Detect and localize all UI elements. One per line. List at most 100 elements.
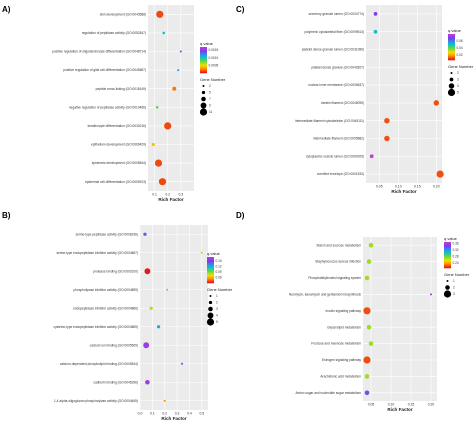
qvalue-gradient-segment	[448, 34, 455, 37]
data-point	[436, 170, 444, 178]
size-legend-label: 2	[216, 301, 218, 305]
qvalue-gradient-segment	[200, 69, 207, 71]
qvalue-gradient-segment	[444, 255, 451, 257]
data-point	[144, 268, 151, 275]
qvalue-gradient-segment	[444, 262, 451, 264]
data-point	[151, 142, 155, 147]
qvalue-gradient-segment	[448, 56, 455, 58]
category-label: epidermal cell differentiation (GO:00099…	[85, 180, 146, 184]
size-legend-label: 1	[216, 294, 218, 298]
qvalue-gradient-segment	[200, 48, 207, 50]
qvalue-gradient-segment	[448, 49, 455, 51]
qvalue-legend-title: q.value	[207, 251, 221, 256]
qvalue-gradient-segment	[207, 261, 214, 263]
qvalue-gradient-segment	[207, 260, 214, 262]
category-label: Fructose and mannose metabolism	[311, 342, 361, 346]
qvalue-gradient-segment	[444, 247, 451, 249]
qvalue-gradient-segment	[207, 270, 214, 273]
data-point	[181, 362, 184, 365]
size-legend-dot	[209, 295, 212, 297]
qvalue-gradient-segment	[207, 257, 214, 260]
data-point	[179, 50, 182, 53]
category-label: polymeric cytoskeletal fiber (GO:0099513…	[304, 30, 364, 34]
size-legend-dot	[206, 318, 215, 326]
size-legend-label: 1	[453, 279, 455, 283]
data-point	[364, 374, 370, 379]
qvalue-gradient-segment	[200, 47, 207, 49]
qvalue-gradient-segment	[444, 259, 451, 261]
size-legend-title: Gene Number	[448, 64, 474, 69]
category-label: keratin filament (GO:0045095)	[321, 101, 364, 105]
category-label: skin development (GO:0043588)	[100, 12, 146, 16]
qvalue-gradient-segment	[448, 37, 455, 39]
x-axis-label: Rich Factor	[387, 407, 412, 412]
qvalue-gradient-segment	[200, 68, 207, 70]
data-point	[368, 242, 374, 248]
qvalue-gradient-segment	[200, 71, 207, 73]
category-label: Arachidonic acid metabolism	[320, 375, 361, 379]
qvalue-gradient-segment	[200, 50, 207, 52]
qvalue-gradient-segment	[448, 53, 455, 56]
size-legend-label: 2	[453, 286, 455, 290]
data-point	[143, 232, 147, 236]
qvalue-gradient-segment	[444, 251, 451, 253]
size-legend-dot	[200, 102, 207, 109]
size-legend-dot	[450, 72, 453, 74]
category-label: Insulin signaling pathway	[326, 309, 362, 313]
category-label: Estrogen signaling pathway	[322, 358, 361, 362]
qvalue-tick-label: 0.04	[457, 46, 463, 50]
category-label: negative regulation of peptidase activit…	[69, 105, 146, 109]
size-legend-dot	[449, 77, 454, 82]
x-tick-label: 0.4	[187, 412, 192, 416]
x-tick-label: 0.20	[433, 185, 440, 189]
qvalue-gradient-segment	[207, 263, 214, 266]
x-tick-label: 0.1	[152, 193, 157, 197]
data-point	[430, 293, 432, 296]
category-label: intermediate filament cytoskeleton (GO:0…	[295, 119, 364, 123]
x-tick-label: 0.3	[178, 193, 183, 197]
qvalue-gradient-segment	[444, 264, 451, 266]
qvalue-gradient-segment	[207, 262, 214, 264]
qvalue-gradient-segment	[200, 54, 207, 56]
qvalue-gradient-segment	[207, 263, 214, 265]
qvalue-gradient-segment	[200, 63, 207, 65]
size-legend-label: 3	[453, 292, 455, 296]
category-label: epithelium development (GO:0060429)	[91, 143, 146, 147]
qvalue-gradient-segment	[444, 242, 451, 244]
plot-background	[140, 225, 208, 410]
qvalue-gradient-segment	[207, 279, 214, 281]
qvalue-gradient-segment	[200, 52, 207, 54]
plot-background	[366, 5, 442, 183]
data-point	[368, 341, 374, 346]
category-label: cornified envelope (GO:0001533)	[317, 172, 364, 176]
qvalue-gradient-segment	[200, 57, 207, 59]
data-point	[164, 122, 172, 130]
qvalue-gradient-segment	[200, 56, 207, 58]
qvalue-gradient-segment	[444, 257, 451, 259]
qvalue-gradient-segment	[207, 270, 214, 272]
x-tick-label: 0.20	[428, 403, 435, 407]
data-point	[163, 399, 166, 402]
category-label: phospholipase inhibitor activity (GO:000…	[74, 288, 139, 292]
qvalue-gradient-segment	[444, 265, 451, 267]
qvalue-gradient-segment	[448, 52, 455, 54]
plot-background	[148, 5, 194, 191]
x-tick-label: 0.15	[414, 185, 421, 189]
data-point	[158, 178, 167, 186]
x-tick-label: 0.0	[138, 412, 143, 416]
data-point	[364, 275, 370, 281]
size-legend-dot	[445, 285, 450, 290]
qvalue-tick-label: 0.0015	[209, 48, 219, 52]
qvalue-gradient-segment	[207, 280, 214, 282]
data-point	[369, 154, 374, 159]
category-label: intermediate filament (GO:0005882)	[313, 137, 364, 141]
x-tick-label: 0.3	[175, 412, 180, 416]
qvalue-tick-label: 0.06	[457, 39, 463, 43]
qvalue-gradient-segment	[207, 269, 214, 271]
data-point	[373, 12, 378, 16]
qvalue-gradient-segment	[448, 43, 455, 45]
data-point	[156, 10, 164, 18]
data-point	[156, 325, 161, 329]
qvalue-gradient-segment	[207, 265, 214, 267]
category-label: positive regulation of glial cell differ…	[63, 68, 146, 72]
